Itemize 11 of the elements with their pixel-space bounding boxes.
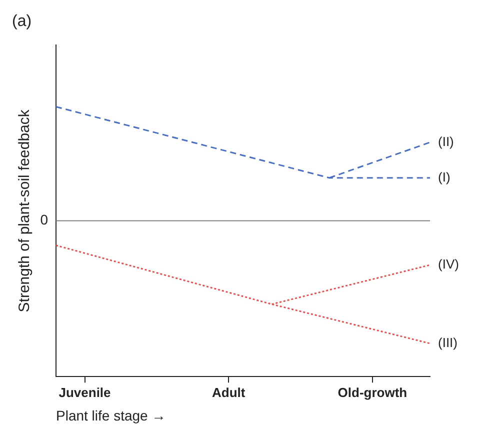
y-axis-title: Strength of plant-soil feedback <box>16 109 34 312</box>
series-label: (I) <box>438 169 450 184</box>
x-tick-label: Old-growth <box>338 384 408 400</box>
chart-title: (a) <box>12 13 32 30</box>
x-axis-title: Plant life stage → <box>56 407 166 424</box>
x-tick-label: Juvenile <box>58 384 111 400</box>
series-label: (II) <box>438 134 454 149</box>
series-label: (IV) <box>438 256 459 272</box>
ref-line-label: 0 <box>40 212 48 228</box>
x-tick-label: Adult <box>212 384 246 400</box>
series-label: (III) <box>438 335 458 350</box>
